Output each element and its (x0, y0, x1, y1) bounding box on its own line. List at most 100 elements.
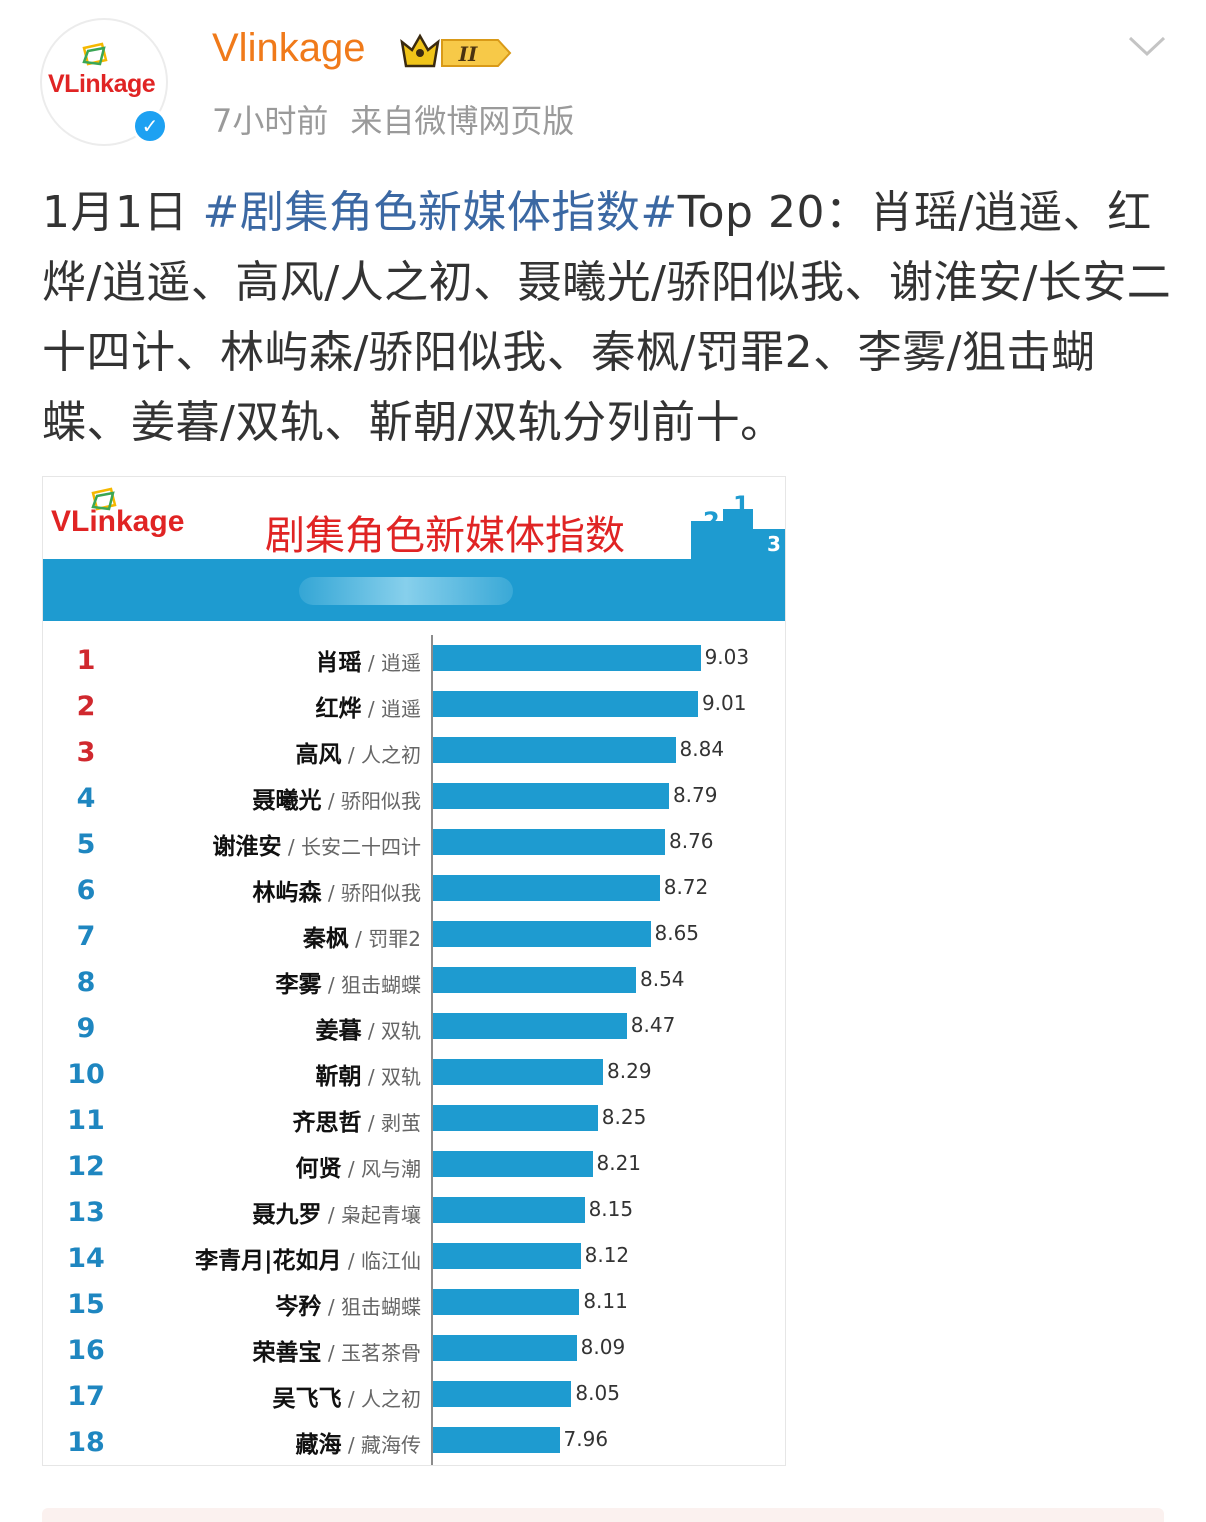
label-separator: / (321, 973, 341, 997)
bar-label: 秦枫 / 罚罪2 (303, 919, 421, 953)
chart-image[interactable]: VLinkage 剧集角色新媒体指数 2 1 3 1 肖瑶 / 逍遥 9.03 2 红烨… (42, 476, 786, 1466)
chevron-down-icon[interactable] (1126, 30, 1168, 60)
bar-value-label: 8.11 (583, 1289, 628, 1313)
bar (433, 875, 660, 901)
svg-text:2: 2 (703, 507, 720, 535)
rank-number: 13 (67, 1197, 105, 1228)
show-name: 骄阳似我 (341, 789, 421, 813)
rank-number: 18 (67, 1427, 105, 1458)
bar-label: 谢淮安 / 长安二十四计 (213, 827, 421, 861)
svg-text:3: 3 (767, 532, 781, 556)
verified-check-icon: ✓ (132, 108, 168, 144)
avatar[interactable]: VLinkage (40, 18, 168, 146)
show-name: 双轨 (381, 1065, 421, 1089)
bar-value-label: 8.05 (575, 1381, 620, 1405)
vlinkage-logo-mark-icon (82, 42, 108, 66)
bar-label: 何贤 / 风与潮 (296, 1149, 421, 1183)
bar-value-label: 8.84 (679, 737, 725, 761)
role-name: 岑矜 (275, 1294, 322, 1320)
label-separator: / (361, 1065, 381, 1089)
bar-value-label: 8.29 (607, 1059, 652, 1083)
bar-label: 林屿森 / 骄阳似我 (253, 873, 421, 907)
bar (433, 1289, 580, 1315)
label-separator: / (321, 1341, 341, 1365)
bar (433, 1105, 598, 1131)
label-separator: / (321, 1203, 341, 1227)
bar-value-label: 8.79 (672, 783, 718, 807)
chart-logo: VLinkage (51, 505, 185, 538)
bar (433, 1243, 581, 1269)
podium-icon: 2 1 3 (691, 491, 785, 561)
rank-number: 7 (76, 921, 96, 952)
show-name: 人之初 (361, 1387, 421, 1411)
bar-value-label: 8.12 (584, 1243, 630, 1267)
label-separator: / (361, 1111, 381, 1135)
role-name: 林屿森 (252, 880, 322, 906)
rank-number: 8 (76, 967, 96, 998)
label-separator: / (281, 835, 301, 859)
role-name: 谢淮安 (212, 834, 282, 860)
bar (433, 1197, 585, 1223)
bar-value-label: 9.01 (701, 691, 747, 715)
bar (433, 1427, 560, 1453)
show-name: 罚罪2 (368, 927, 421, 951)
bar-value-label: 7.96 (563, 1427, 609, 1451)
role-name: 肖瑶 (315, 650, 362, 676)
avatar-logo-text: VLinkage (48, 70, 156, 99)
bar (433, 967, 636, 993)
bar-value-label: 8.72 (663, 875, 709, 899)
bar-label: 红烨 / 逍遥 (316, 689, 421, 723)
bar-label: 姜暮 / 双轨 (316, 1011, 421, 1045)
vlinkage-logo-mark-icon (91, 487, 117, 511)
vip-crown-badge-icon[interactable]: II (398, 32, 514, 74)
rank-number: 15 (67, 1289, 105, 1320)
bar (433, 737, 676, 763)
label-separator: / (321, 789, 341, 813)
svg-text:1: 1 (733, 491, 750, 519)
bar (433, 1013, 627, 1039)
role-name: 吴飞飞 (272, 1386, 342, 1412)
label-separator: / (341, 1249, 361, 1273)
role-name: 靳朝 (315, 1064, 362, 1090)
next-post-card[interactable] (42, 1508, 1164, 1522)
label-separator: / (341, 1433, 361, 1457)
show-name: 人之初 (361, 743, 421, 767)
chart-axis (431, 635, 433, 1465)
show-name: 剥茧 (381, 1111, 421, 1135)
bar (433, 1151, 593, 1177)
role-name: 姜暮 (315, 1018, 362, 1044)
label-separator: / (361, 697, 381, 721)
bar-value-label: 8.09 (580, 1335, 626, 1359)
role-name: 红烨 (315, 696, 362, 722)
role-name: 荣善宝 (252, 1340, 322, 1366)
avatar-logo-label: VLinkage (48, 70, 156, 98)
label-separator: / (361, 651, 381, 675)
vip-level-text: II (458, 42, 478, 66)
bar-label: 聂九罗 / 枭起青壤 (253, 1195, 421, 1229)
hashtag-link[interactable]: #剧集角色新媒体指数# (202, 187, 678, 238)
label-separator: / (341, 1387, 361, 1411)
bar-label: 荣善宝 / 玉茗茶骨 (253, 1333, 421, 1367)
bar (433, 1335, 577, 1361)
bar-value-label: 8.76 (669, 829, 714, 853)
label-separator: / (321, 881, 341, 905)
rank-number: 11 (67, 1105, 105, 1136)
username[interactable]: Vlinkage (212, 26, 366, 70)
bar-label: 李青月|花如月 / 临江仙 (195, 1241, 421, 1275)
label-separator: / (361, 1019, 381, 1043)
label-separator: / (321, 1295, 341, 1319)
bar-label: 肖瑶 / 逍遥 (316, 643, 421, 677)
post-text-prefix: 1月1日 (42, 187, 203, 238)
rank-number: 2 (76, 691, 96, 722)
rank-number: 5 (76, 829, 96, 860)
bar-label: 靳朝 / 双轨 (316, 1057, 421, 1091)
show-name: 骄阳似我 (341, 881, 421, 905)
bar-label: 藏海 / 藏海传 (296, 1425, 421, 1459)
blurred-date-text (299, 577, 513, 605)
show-name: 藏海传 (361, 1433, 421, 1457)
role-name: 聂九罗 (252, 1202, 322, 1228)
bar-label: 岑矜 / 狙击蝴蝶 (276, 1287, 421, 1321)
post-text: 1月1日 #剧集角色新媒体指数#Top 20：肖瑶/逍遥、红烨/逍遥、高风/人之… (42, 178, 1172, 458)
post-source[interactable]: 来自微博网页版 (350, 102, 575, 140)
post-time[interactable]: 7小时前 (212, 102, 329, 140)
